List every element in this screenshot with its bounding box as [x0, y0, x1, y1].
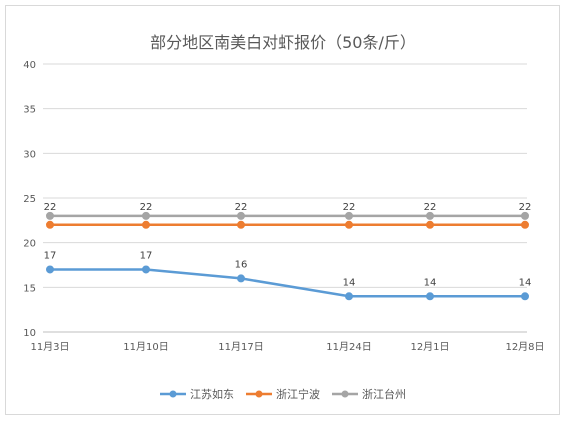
- chart-title: 部分地区南美白对虾报价（50条/斤）: [150, 33, 416, 52]
- x-tick-label: 11月10日: [123, 341, 168, 353]
- x-tick-label: 11月24日: [326, 341, 371, 353]
- data-point: [426, 211, 434, 220]
- legend-label: 浙江台州: [362, 387, 406, 401]
- data-point: [521, 292, 529, 301]
- data-point: [237, 211, 245, 220]
- data-point: [237, 220, 245, 229]
- y-axis-ticks: 10 15 20 25 30 35 40: [23, 60, 36, 339]
- data-point: [46, 220, 54, 229]
- data-point: [142, 211, 150, 220]
- chart-frame: [5, 5, 560, 415]
- data-point: [426, 220, 434, 229]
- data-label: 14: [343, 277, 356, 288]
- y-tick-label: 30: [23, 149, 36, 160]
- data-point: [142, 265, 150, 274]
- data-point: [426, 292, 434, 301]
- data-point: [345, 211, 353, 220]
- y-tick-label: 25: [23, 194, 36, 205]
- legend-swatch-marker: [169, 390, 177, 398]
- data-label: 17: [44, 250, 57, 261]
- data-labels: 17 17 16 14 14 14 22 22 22 22 22 22: [44, 202, 532, 288]
- legend-label: 浙江宁波: [276, 387, 320, 401]
- data-point: [237, 274, 245, 283]
- data-label: 22: [140, 202, 153, 213]
- data-point: [521, 220, 529, 229]
- data-point: [521, 211, 529, 220]
- x-tick-label: 12月8日: [505, 341, 544, 353]
- data-point: [46, 211, 54, 220]
- series-line: [50, 268, 525, 298]
- data-label: 16: [235, 259, 248, 270]
- data-label: 17: [140, 250, 153, 261]
- legend-swatch-marker: [341, 390, 349, 398]
- data-label: 22: [235, 202, 248, 213]
- data-point: [345, 292, 353, 301]
- grid-lines: [43, 63, 527, 333]
- data-label: 14: [519, 277, 532, 288]
- x-tick-label: 11月3日: [30, 341, 69, 353]
- y-tick-label: 15: [23, 283, 36, 294]
- data-label: 22: [424, 202, 437, 213]
- x-tick-label: 11月17日: [218, 341, 263, 353]
- legend-swatch-marker: [255, 390, 263, 398]
- data-point: [142, 220, 150, 229]
- data-label: 14: [424, 277, 437, 288]
- series-group: [46, 211, 529, 301]
- y-tick-label: 20: [23, 239, 36, 250]
- y-tick-label: 40: [23, 60, 36, 71]
- y-tick-label: 10: [23, 328, 36, 339]
- legend-label: 江苏如东: [190, 387, 234, 401]
- data-label: 22: [44, 202, 57, 213]
- data-point: [345, 220, 353, 229]
- x-tick-label: 12月1日: [410, 341, 449, 353]
- data-label: 22: [519, 202, 532, 213]
- data-point: [46, 265, 54, 274]
- data-label: 22: [343, 202, 356, 213]
- y-tick-label: 35: [23, 105, 36, 116]
- x-axis-ticks: 11月3日 11月10日 11月17日 11月24日 12月1日 12月8日: [30, 341, 544, 353]
- legend: 江苏如东 浙江宁波 浙江台州: [160, 387, 406, 401]
